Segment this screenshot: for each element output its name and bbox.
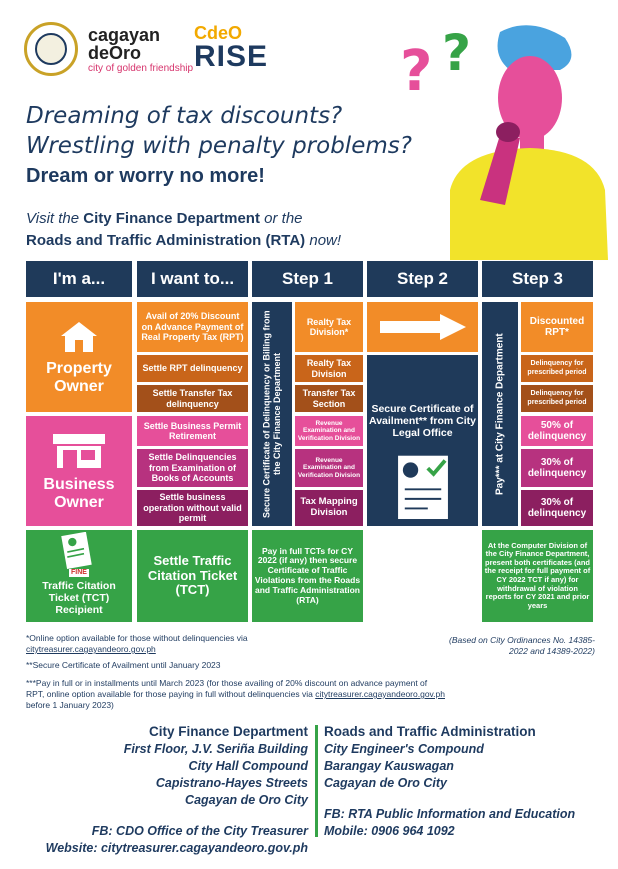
rta-mobile: Mobile: 0906 964 1092 (324, 823, 455, 838)
headline-line-1: Dreaming of tax discounts? (26, 103, 343, 129)
rta-title: Roads and Traffic Administration (324, 724, 536, 739)
headline-line-2: Wrestling with penalty problems? (26, 133, 412, 159)
step1-vertical-label: Secure Certificate of Delinquency or Bil… (252, 302, 292, 526)
step1-tct-certificate: Pay in full TCTs for CY 2022 (if any) th… (252, 530, 363, 622)
certificate-icon (395, 453, 450, 522)
cagayan-de-oro-logo: cagayan deOro city of golden friendship (88, 26, 193, 74)
step1-revenue-exam-2: Revenue Examination and Verification Div… (295, 449, 363, 487)
visit-instruction: Visit the City Finance Department or the… (26, 208, 476, 252)
svg-text:?: ? (442, 24, 471, 82)
house-icon (61, 321, 97, 352)
right-arrow-icon (379, 314, 466, 340)
city-finance-line-3: Capistrano-Hayes Streets (155, 775, 308, 790)
city-finance-fb: FB: CDO Office of the City Treasurer (91, 823, 308, 838)
step3-30-percent-a: 30% of delinquency (521, 449, 593, 487)
header-step-3: Step 3 (482, 261, 593, 297)
thinking-person-illustration: ? ? (400, 24, 608, 260)
step3-discounted-rpt: Discounted RPT* (521, 302, 593, 352)
business-owner-cell: Business Owner (26, 416, 132, 526)
citation-ticket-icon (61, 532, 92, 569)
step3-50-percent: 50% of delinquency (521, 416, 593, 446)
brand-line-2: deOro (88, 43, 142, 63)
step3-delinquency-rpt: Delinquency for prescribed period (521, 355, 593, 382)
header-im-a: I'm a... (26, 261, 132, 297)
step3-30-percent-b: 30% of delinquency (521, 490, 593, 526)
header-i-want-to: I want to... (137, 261, 248, 297)
step1-tax-mapping: Tax Mapping Division (295, 490, 363, 526)
want-business-retirement: Settle Business Permit Retirement (137, 416, 248, 446)
brand-line-1: cagayan (88, 25, 161, 45)
property-owner-cell: Property Owner (26, 302, 132, 412)
tct-recipient-label: Traffic Citation Ticket (TCT) Recipient (42, 579, 116, 616)
footnote-1-link[interactable]: citytreasurer.cagayandeoro.gov.ph (26, 644, 156, 655)
want-without-permit: Settle business operation without valid … (137, 490, 248, 526)
step3-tct-withdrawal: At the Computer Division of the City Fin… (482, 530, 593, 622)
city-finance-line-2: City Hall Compound (188, 759, 308, 774)
city-finance-line-4: Cagayan de Oro City (185, 792, 308, 807)
rise-top-text: CdeO (194, 23, 243, 43)
contact-rta: Roads and Traffic Administration City En… (324, 723, 604, 840)
footnote-2: **Secure Certificate of Availment until … (26, 660, 221, 670)
footnote-1: *Online option available for those witho… (26, 633, 356, 655)
rta-line-3: Cagayan de Oro City (324, 775, 447, 790)
fine-stamp: FINE (69, 568, 89, 577)
visit-dept2: Roads and Traffic Administration (RTA) (26, 232, 306, 249)
step1-transfer-tax: Transfer Tax Section (295, 385, 363, 412)
visit-dept1: City Finance Department (83, 210, 260, 227)
contact-city-finance: City Finance Department First Floor, J.V… (26, 723, 308, 856)
visit-pre: Visit the (26, 210, 80, 227)
want-settle-tct: Settle Traffic Citation Ticket (TCT) (137, 530, 248, 622)
step3-delinquency-transfer: Delinquency for prescribed period (521, 385, 593, 412)
footnote-3-link[interactable]: citytreasurer.cagayandeoro.gov.ph (315, 689, 445, 700)
step1-realty-tax: Realty Tax Division (295, 355, 363, 382)
tct-recipient-cell: FINE Traffic Citation Ticket (TCT) Recip… (26, 530, 132, 622)
business-owner-label: Business Owner (43, 475, 115, 511)
visit-post: now! (309, 232, 342, 249)
rta-line-2: Barangay Kauswagan (324, 759, 454, 774)
rta-fb: FB: RTA Public Information and Education (324, 806, 576, 821)
contact-divider (315, 725, 318, 837)
property-owner-label: Property Owner (46, 359, 112, 395)
city-finance-website[interactable]: Website: citytreasurer.cagayandeoro.gov.… (45, 840, 308, 855)
header-step-2: Step 2 (367, 261, 478, 297)
storefront-icon (53, 433, 105, 468)
want-books-of-accounts: Settle Delinquencies from Examination of… (137, 449, 248, 487)
step1-realty-tax-discount: Realty Tax Division* (295, 302, 363, 352)
city-finance-title: City Finance Department (148, 724, 308, 739)
headline-line-3: Dream or worry no more! (26, 165, 265, 187)
header-step-1: Step 1 (252, 261, 363, 297)
step3-vertical-label: Pay*** at City Finance Department (482, 302, 518, 526)
city-finance-line-1: First Floor, J.V. Seriña Building (123, 742, 308, 757)
want-transfer-tax: Settle Transfer Tax delinquency (137, 385, 248, 412)
step1-revenue-exam-1: Revenue Examination and Verification Div… (295, 416, 363, 446)
cdeo-rise-logo: CdeO RISE (194, 24, 268, 72)
svg-text:?: ? (400, 39, 432, 104)
step2-availment-text: Secure Certificate of Availment** from C… (369, 403, 476, 440)
visit-mid: or the (264, 210, 303, 227)
brand-tagline: city of golden friendship (88, 63, 194, 74)
step2-arrow-cell (367, 302, 478, 352)
want-rpt-discount: Avail of 20% Discount on Advance Payment… (137, 302, 248, 352)
footnote-3-end: before 1 January 2023) (26, 700, 114, 711)
footnote-3: ***Pay in full or in installments until … (26, 678, 446, 711)
footnote-1-text: *Online option available for those witho… (26, 633, 248, 643)
city-seal-logo (24, 22, 78, 76)
footnote-3-text: ***Pay in full or in installments until … (26, 678, 428, 700)
ordinance-note: (Based on City Ordinances No. 14385-2022… (449, 635, 595, 657)
step2-availment-cell: Secure Certificate of Availment** from C… (367, 355, 478, 526)
want-rpt-delinquency: Settle RPT delinquency (137, 355, 248, 382)
rta-line-1: City Engineer's Compound (324, 742, 484, 757)
rise-word: RISE (194, 40, 269, 73)
